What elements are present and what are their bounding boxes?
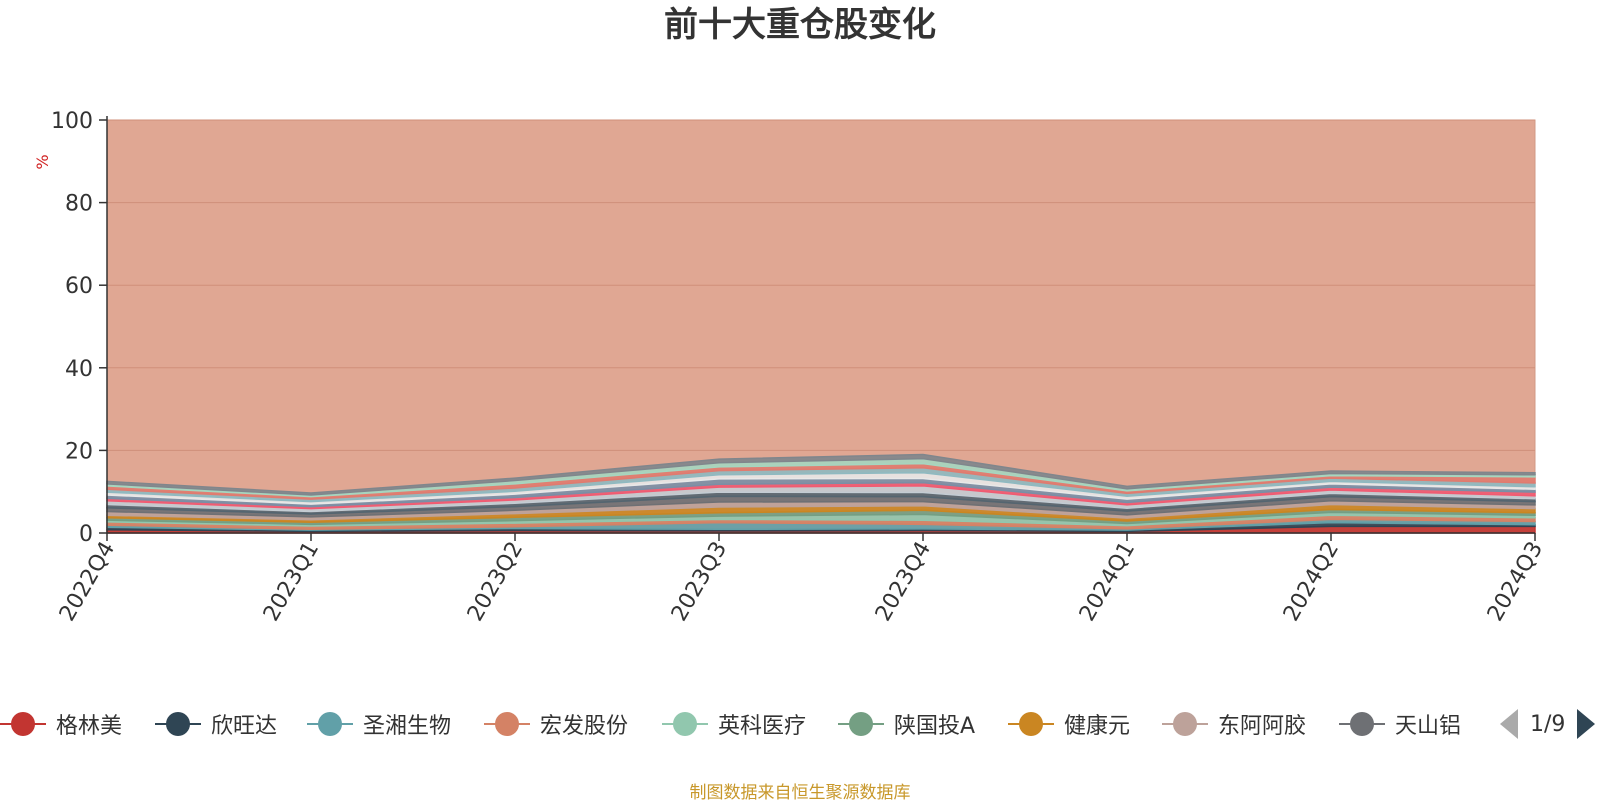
legend-pager: 1/9: [1500, 708, 1596, 740]
legend-marker-icon: [155, 711, 201, 737]
legend-marker-icon: [0, 711, 46, 737]
legend-item-2[interactable]: 圣湘生物: [307, 706, 451, 742]
legend-prev-page-icon[interactable]: [1500, 709, 1518, 739]
y-tick-label-100: 100: [51, 109, 93, 134]
area-chart: 0 20 40 60 80 100% 2022Q4 2023Q1 2023Q2 2023Q3 202…: [33, 109, 1548, 626]
chart-title: 前十大重仓股变化: [664, 5, 936, 45]
y-axis-label: %: [33, 154, 52, 169]
legend-item-4[interactable]: 英科医疗: [662, 706, 806, 742]
legend-marker-icon: [838, 711, 884, 737]
legend-item-7[interactable]: 东阿阿胶: [1162, 706, 1306, 742]
x-tick-label-0: 2022Q4: [55, 538, 120, 626]
legend-next-page-icon[interactable]: [1577, 709, 1596, 739]
x-tick-label-3: 2023Q3: [667, 538, 732, 626]
legend-item-3[interactable]: 宏发股份: [484, 706, 628, 742]
x-tick-label-4: 2023Q4: [871, 538, 936, 626]
legend-page-indicator: 1/9: [1530, 711, 1566, 737]
legend: 格林美 欣旺达 圣湘生物 宏发股份 英科医疗 陕国投A 健康元 东阿阿胶 天山铝: [0, 706, 1600, 742]
y-tick-label-20: 20: [65, 439, 93, 464]
legend-label: 格林美: [56, 714, 123, 739]
y-tick-label-40: 40: [65, 357, 93, 382]
legend-marker-icon: [662, 711, 708, 737]
y-tick-label-80: 80: [65, 192, 93, 217]
legend-label: 圣湘生物: [363, 714, 452, 739]
legend-label: 欣旺达: [211, 714, 278, 739]
legend-label: 东阿阿胶: [1218, 714, 1307, 739]
legend-label: 英科医疗: [718, 714, 807, 739]
legend-marker-icon: [484, 711, 530, 737]
legend-marker-icon: [1339, 711, 1385, 737]
legend-item-6[interactable]: 健康元: [1008, 706, 1130, 742]
legend-marker-icon: [1008, 711, 1054, 737]
x-tick-label-5: 2024Q1: [1075, 538, 1140, 626]
area-series-17: [106, 453, 1536, 496]
x-tick-label-7: 2024Q3: [1483, 538, 1548, 626]
legend-marker-icon: [307, 711, 353, 737]
y-tick-label-0: 0: [79, 522, 93, 547]
legend-item-5[interactable]: 陕国投A: [838, 706, 975, 742]
legend-label: 宏发股份: [540, 714, 629, 739]
legend-label: 健康元: [1064, 714, 1131, 739]
legend-item-0[interactable]: 格林美: [0, 706, 122, 742]
y-tick-label-60: 60: [65, 274, 93, 299]
x-tick-label-6: 2024Q2: [1279, 538, 1344, 626]
legend-label: 天山铝: [1395, 714, 1462, 739]
legend-item-1[interactable]: 欣旺达: [155, 706, 277, 742]
x-tick-label-1: 2023Q1: [259, 538, 324, 626]
legend-marker-icon: [1162, 711, 1208, 737]
x-tick-label-2: 2023Q2: [463, 538, 528, 626]
source-note: 制图数据来自恒生聚源数据库: [689, 783, 911, 803]
legend-label: 陕国投A: [894, 714, 976, 739]
legend-item-8[interactable]: 天山铝: [1339, 706, 1461, 742]
